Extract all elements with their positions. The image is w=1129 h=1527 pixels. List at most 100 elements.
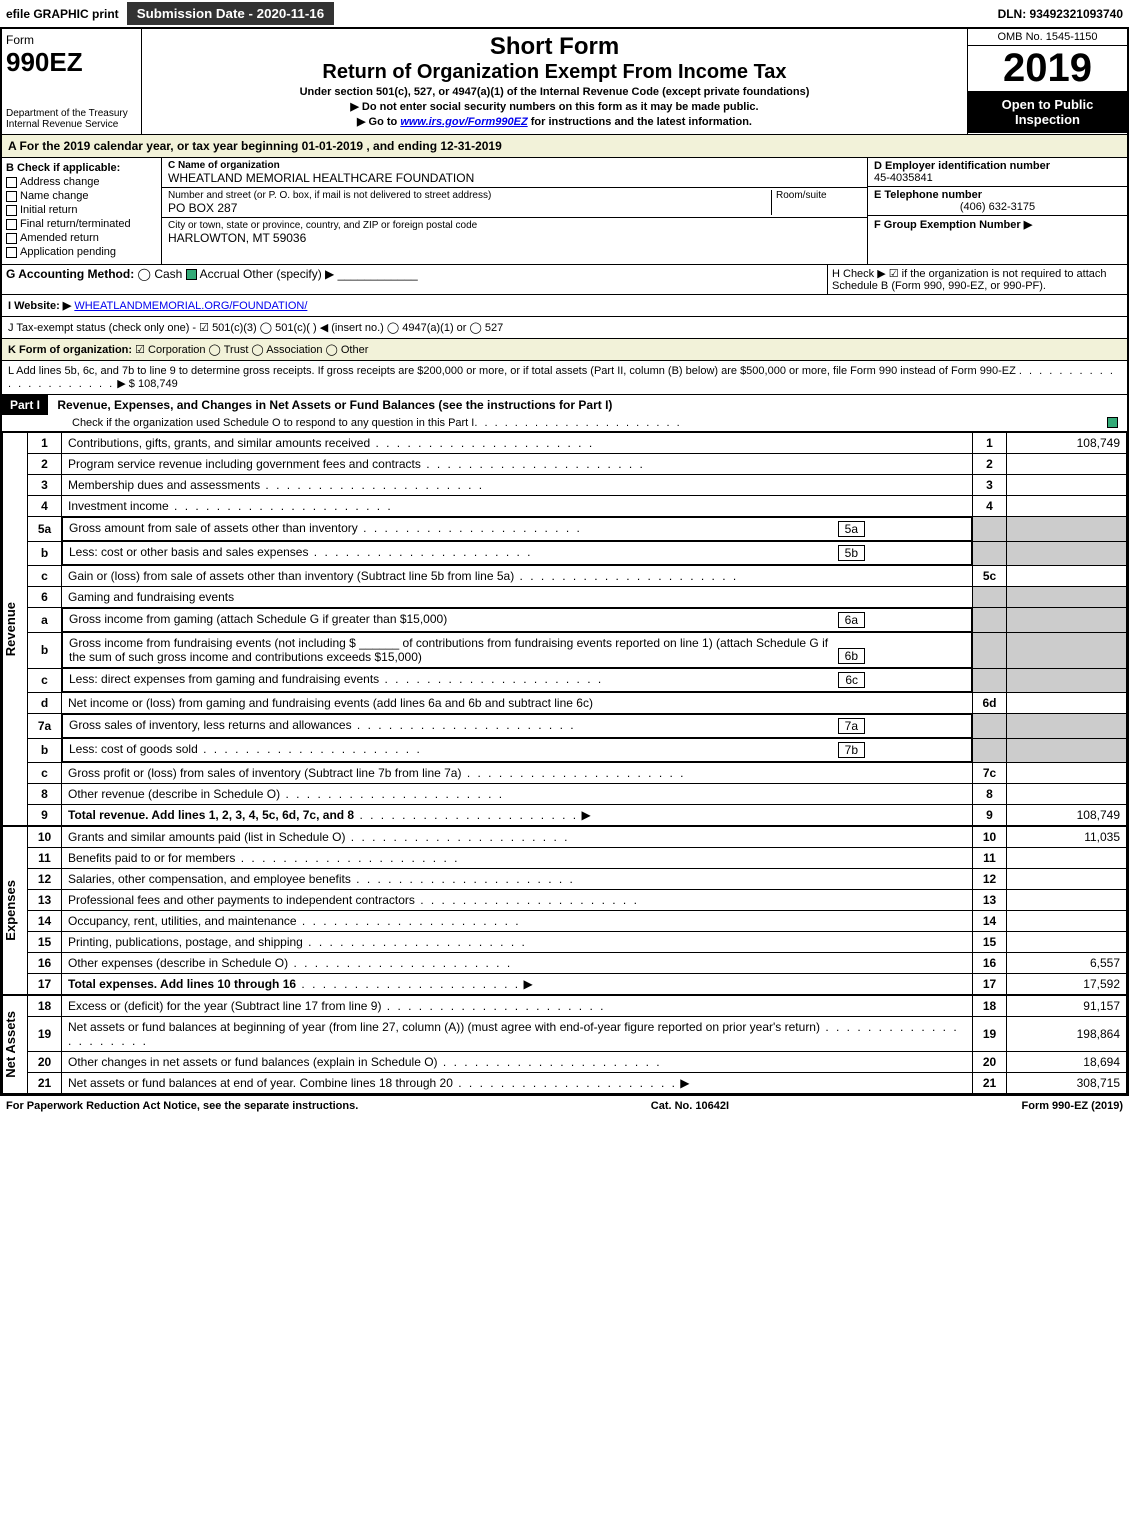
city-label: City or town, state or province, country… (168, 220, 861, 231)
form-revision: Form 990-EZ (2019) (1022, 1100, 1123, 1112)
line-19: 19Net assets or fund balances at beginni… (28, 1017, 1127, 1052)
room-label: Room/suite (776, 190, 861, 201)
street-value: PO BOX 287 (168, 201, 771, 215)
line-20: 20Other changes in net assets or fund ba… (28, 1052, 1127, 1073)
chk-cash[interactable]: ◯ Cash (138, 267, 183, 281)
subtitle-ssn-warning: ▶ Do not enter social security numbers o… (150, 100, 959, 113)
line-11: 11Benefits paid to or for members11 (28, 848, 1127, 869)
dept-label: Department of the Treasury (6, 108, 137, 119)
box-l-text: L Add lines 5b, 6c, and 7b to line 9 to … (8, 365, 1016, 377)
page-footer: For Paperwork Reduction Act Notice, see … (0, 1096, 1129, 1116)
submission-date-button[interactable]: Submission Date - 2020-11-16 (127, 2, 334, 25)
entity-block: B Check if applicable: Address change Na… (2, 158, 1127, 265)
line-14: 14Occupancy, rent, utilities, and mainte… (28, 911, 1127, 932)
line-4: 4Investment income4 (28, 496, 1127, 517)
chk-application-pending[interactable]: Application pending (6, 246, 157, 258)
chk-address-change[interactable]: Address change (6, 176, 157, 188)
chk-initial-return[interactable]: Initial return (6, 204, 157, 216)
form-990ez: Form 990EZ Department of the Treasury In… (0, 27, 1129, 1096)
line-15: 15Printing, publications, postage, and s… (28, 932, 1127, 953)
irs-label: Internal Revenue Service (6, 119, 137, 130)
net-assets-section: Net Assets 18Excess or (deficit) for the… (2, 995, 1127, 1094)
part-i-header: Part I Revenue, Expenses, and Changes in… (2, 395, 1127, 432)
revenue-section: Revenue 1Contributions, gifts, grants, a… (2, 432, 1127, 826)
subtitle-section: Under section 501(c), 527, or 4947(a)(1)… (150, 86, 959, 98)
chk-accrual[interactable]: Accrual (186, 267, 240, 281)
box-f-label: F Group Exemption Number ▶ (874, 219, 1032, 231)
top-bar: efile GRAPHIC print Submission Date - 20… (0, 0, 1129, 27)
part-i-check-text: Check if the organization used Schedule … (72, 417, 474, 429)
form-word: Form (6, 33, 137, 47)
net-assets-table: 18Excess or (deficit) for the year (Subt… (27, 995, 1127, 1094)
box-g-label: G Accounting Method: (6, 267, 134, 281)
line-6: 6Gaming and fundraising events (28, 587, 1127, 608)
omb-number: OMB No. 1545-1150 (968, 29, 1127, 46)
line-9-amount: 108,749 (1007, 805, 1127, 826)
dln-label: DLN: 93492321093740 (998, 7, 1123, 21)
gross-receipts-value: 108,749 (138, 378, 178, 390)
line-6d: dNet income or (loss) from gaming and fu… (28, 693, 1127, 714)
line-21: 21Net assets or fund balances at end of … (28, 1073, 1127, 1094)
title-return: Return of Organization Exempt From Incom… (150, 61, 959, 84)
line-5a: 5aGross amount from sale of assets other… (28, 517, 1127, 542)
part-i-title: Revenue, Expenses, and Changes in Net As… (51, 394, 618, 416)
box-l-arrow: ▶ $ (117, 378, 135, 390)
box-b-label: B Check if applicable: (6, 162, 157, 174)
line-7b: bLess: cost of goods sold7b (28, 738, 1127, 763)
line-6a: aGross income from gaming (attach Schedu… (28, 608, 1127, 633)
box-i-label: I Website: ▶ (8, 300, 71, 312)
chk-final-return[interactable]: Final return/terminated (6, 218, 157, 230)
line-16-amount: 6,557 (1007, 953, 1127, 974)
line-18: 18Excess or (deficit) for the year (Subt… (28, 996, 1127, 1017)
efile-label: efile GRAPHIC print (6, 7, 119, 21)
box-k: K Form of organization: ☑ Corporation ◯ … (2, 339, 1127, 361)
chk-schedule-o[interactable] (1107, 417, 1118, 428)
box-b: B Check if applicable: Address change Na… (2, 158, 162, 264)
phone-value: (406) 632-3175 (874, 201, 1121, 213)
line-6c: cLess: direct expenses from gaming and f… (28, 668, 1127, 693)
line-7a: 7aGross sales of inventory, less returns… (28, 714, 1127, 739)
tax-year: 2019 (968, 46, 1127, 91)
form-number: 990EZ (6, 47, 137, 78)
expenses-label: Expenses (3, 880, 27, 941)
street-label: Number and street (or P. O. box, if mail… (168, 190, 771, 201)
line-5c: cGain or (loss) from sale of assets othe… (28, 566, 1127, 587)
line-1: 1Contributions, gifts, grants, and simil… (28, 433, 1127, 454)
line-19-amount: 198,864 (1007, 1017, 1127, 1052)
line-17: 17Total expenses. Add lines 10 through 1… (28, 974, 1127, 995)
box-d-label: D Employer identification number (874, 160, 1121, 172)
form-header: Form 990EZ Department of the Treasury In… (2, 29, 1127, 135)
line-8: 8Other revenue (describe in Schedule O)8 (28, 784, 1127, 805)
line-9: 9Total revenue. Add lines 1, 2, 3, 4, 5c… (28, 805, 1127, 826)
line-6b: bGross income from fundraising events (n… (28, 632, 1127, 668)
chk-name-change[interactable]: Name change (6, 190, 157, 202)
box-k-options: ☑ Corporation ◯ Trust ◯ Association ◯ Ot… (135, 344, 368, 356)
line-17-amount: 17,592 (1007, 974, 1127, 995)
line-7c: cGross profit or (loss) from sales of in… (28, 763, 1127, 784)
line-18-amount: 91,157 (1007, 996, 1127, 1017)
box-g: G Accounting Method: ◯ Cash Accrual Othe… (2, 265, 827, 294)
net-assets-label: Net Assets (3, 1011, 27, 1078)
inspection-label: Inspection (972, 112, 1123, 127)
expenses-section: Expenses 10Grants and similar amounts pa… (2, 826, 1127, 995)
chk-other-method[interactable]: Other (specify) ▶ ____________ (243, 267, 418, 281)
expenses-table: 10Grants and similar amounts paid (list … (27, 826, 1127, 995)
line-3: 3Membership dues and assessments3 (28, 475, 1127, 496)
line-10: 10Grants and similar amounts paid (list … (28, 827, 1127, 848)
line-21-amount: 308,715 (1007, 1073, 1127, 1094)
box-c-label: C Name of organization (168, 160, 861, 171)
website-link[interactable]: WHEATLANDMEMORIAL.ORG/FOUNDATION/ (74, 300, 307, 312)
line-5b: bLess: cost or other basis and sales exp… (28, 541, 1127, 566)
line-1-amount: 108,749 (1007, 433, 1127, 454)
box-h: H Check ▶ ☑ if the organization is not r… (827, 265, 1127, 294)
box-e-label: E Telephone number (874, 189, 1121, 201)
irs-link[interactable]: www.irs.gov/Form990EZ (400, 116, 527, 128)
ein-value: 45-4035841 (874, 172, 1121, 184)
line-13: 13Professional fees and other payments t… (28, 890, 1127, 911)
revenue-label: Revenue (3, 602, 27, 656)
line-20-amount: 18,694 (1007, 1052, 1127, 1073)
catalog-number: Cat. No. 10642I (651, 1100, 729, 1112)
chk-amended-return[interactable]: Amended return (6, 232, 157, 244)
line-a-period: A For the 2019 calendar year, or tax yea… (2, 135, 1127, 158)
line-12: 12Salaries, other compensation, and empl… (28, 869, 1127, 890)
